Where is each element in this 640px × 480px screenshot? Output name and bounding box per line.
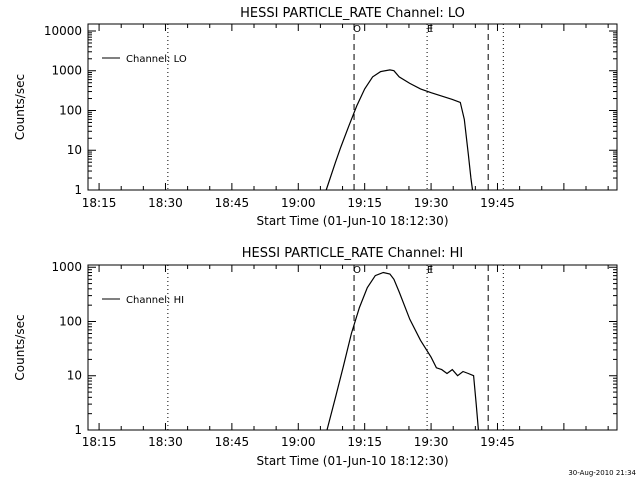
x-tick-label: 19:30 xyxy=(414,435,449,449)
legend-label: Channel: LO xyxy=(126,54,187,65)
x-tick-label: 19:30 xyxy=(414,196,449,210)
chart-title: HESSI PARTICLE_RATE Channel: LO xyxy=(240,6,465,21)
plot-frame xyxy=(87,264,618,431)
y-tick-label: 10 xyxy=(67,369,82,383)
x-tick-label: 18:15 xyxy=(82,435,117,449)
chart-hi: HESSI PARTICLE_RATE Channel: HI O E 18:15 18… xyxy=(13,246,618,468)
y-tick-label: 1 xyxy=(74,423,82,437)
x-tick-label: 18:45 xyxy=(215,196,250,210)
x-tick-label: 19:00 xyxy=(281,435,316,449)
chart-lo: HESSI PARTICLE_RATE Channel: LO O E 18:15 18… xyxy=(13,6,618,228)
marker-label: E xyxy=(427,265,433,276)
x-tick-label: 18:45 xyxy=(215,435,250,449)
x-tick-label: 18:30 xyxy=(148,435,183,449)
chart-title: HESSI PARTICLE_RATE Channel: HI xyxy=(242,246,463,261)
y-tick-label: 1000 xyxy=(51,260,82,274)
x-tick-label: 19:15 xyxy=(347,196,382,210)
x-tick-label: 19:45 xyxy=(480,196,515,210)
plot-frame xyxy=(87,23,618,191)
series-line xyxy=(326,271,479,431)
marker-label: O xyxy=(353,24,361,35)
x-axis-label: Start Time (01-Jun-10 18:12:30) xyxy=(257,454,449,468)
x-tick-label: 19:00 xyxy=(281,196,316,210)
y-tick-label: 100 xyxy=(59,314,82,328)
y-tick-label: 1000 xyxy=(51,64,82,78)
x-axis-label: Start Time (01-Jun-10 18:12:30) xyxy=(257,214,449,228)
x-tick-label: 18:15 xyxy=(82,196,117,210)
y-axis-label: Counts/sec xyxy=(13,74,27,140)
x-tick-label: 19:45 xyxy=(480,435,515,449)
x-tick-label: 18:30 xyxy=(148,196,183,210)
legend-label: Channel: HI xyxy=(126,295,184,306)
marker-label: E xyxy=(427,24,433,35)
y-tick-label: 10000 xyxy=(44,24,82,38)
series-line xyxy=(325,69,474,191)
y-tick-label: 1 xyxy=(74,183,82,197)
y-tick-label: 10 xyxy=(67,143,82,157)
footer-date: 30-Aug-2010 21:34 xyxy=(568,469,636,477)
y-axis-label: Counts/sec xyxy=(13,314,27,380)
marker-label: O xyxy=(353,265,361,276)
y-tick-label: 100 xyxy=(59,103,82,117)
x-tick-label: 19:15 xyxy=(347,435,382,449)
